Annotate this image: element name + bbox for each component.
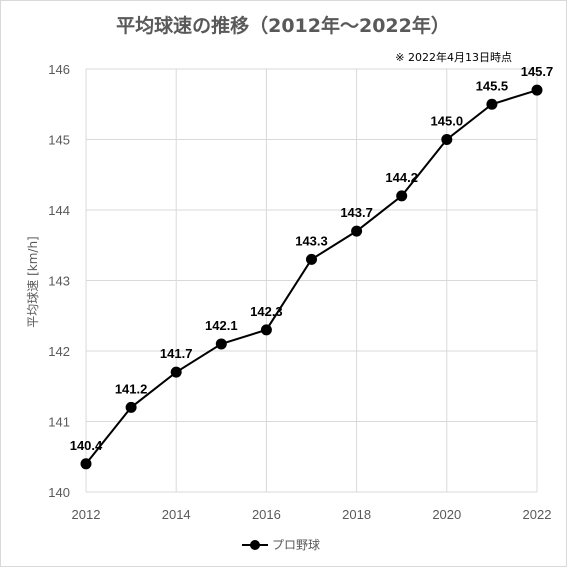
y-tick-label: 142: [48, 344, 70, 359]
gridlines: [85, 68, 538, 493]
series-line: [85, 89, 538, 465]
data-label: 142.3: [250, 304, 283, 319]
y-tick-label: 143: [48, 274, 70, 289]
y-tick-label: 141: [48, 415, 70, 430]
legend: プロ野球: [242, 538, 320, 552]
data-point: [531, 84, 543, 96]
chart-note: ※ 2022年4月13日時点: [395, 50, 512, 64]
data-point: [260, 324, 272, 336]
data-point: [351, 225, 363, 237]
x-tick-label: 2020: [432, 507, 461, 522]
data-label: 140.4: [70, 438, 103, 453]
data-label: 144.2: [385, 170, 418, 185]
data-point: [441, 134, 453, 145]
data-label: 142.1: [205, 318, 238, 333]
plot-area: 140.4 141.2 141.7 142.1 142.3 143.3 143.7 144.2…: [70, 64, 554, 470]
x-tick-label: 2018: [342, 507, 371, 522]
data-label: 145.0: [431, 114, 464, 129]
data-point: [215, 338, 227, 350]
y-axis-ticks: 140 141 142 143 144 145 146: [48, 62, 70, 500]
x-tick-label: 2012: [72, 507, 101, 522]
data-label: 141.7: [160, 346, 193, 361]
y-axis-label: 平均球速 [km/h]: [26, 236, 40, 327]
data-point: [486, 98, 498, 110]
x-tick-label: 2022: [523, 507, 552, 522]
data-point: [396, 190, 408, 202]
y-tick-label: 146: [48, 62, 70, 77]
data-label: 145.7: [521, 64, 554, 79]
legend-label: プロ野球: [272, 538, 320, 552]
data-label: 143.7: [340, 205, 373, 220]
data-point: [125, 401, 137, 413]
y-tick-label: 144: [48, 203, 70, 218]
data-point: [170, 366, 182, 378]
data-point: [306, 253, 317, 265]
x-axis-ticks: 2012 2014 2016 2018 2020 2022: [72, 507, 552, 522]
y-tick-label: 145: [48, 133, 70, 148]
y-tick-label: 140: [48, 485, 70, 500]
data-label: 143.3: [295, 233, 328, 248]
data-label: 141.2: [115, 381, 148, 396]
x-tick-label: 2016: [252, 507, 281, 522]
x-tick-label: 2014: [162, 507, 191, 522]
legend-marker: [250, 540, 260, 550]
data-point: [80, 458, 92, 470]
chart-title: 平均球速の推移（2012年～2022年）: [116, 14, 450, 37]
data-label: 145.5: [476, 78, 509, 93]
